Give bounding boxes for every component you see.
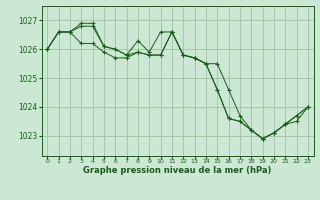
X-axis label: Graphe pression niveau de la mer (hPa): Graphe pression niveau de la mer (hPa) [84,166,272,175]
